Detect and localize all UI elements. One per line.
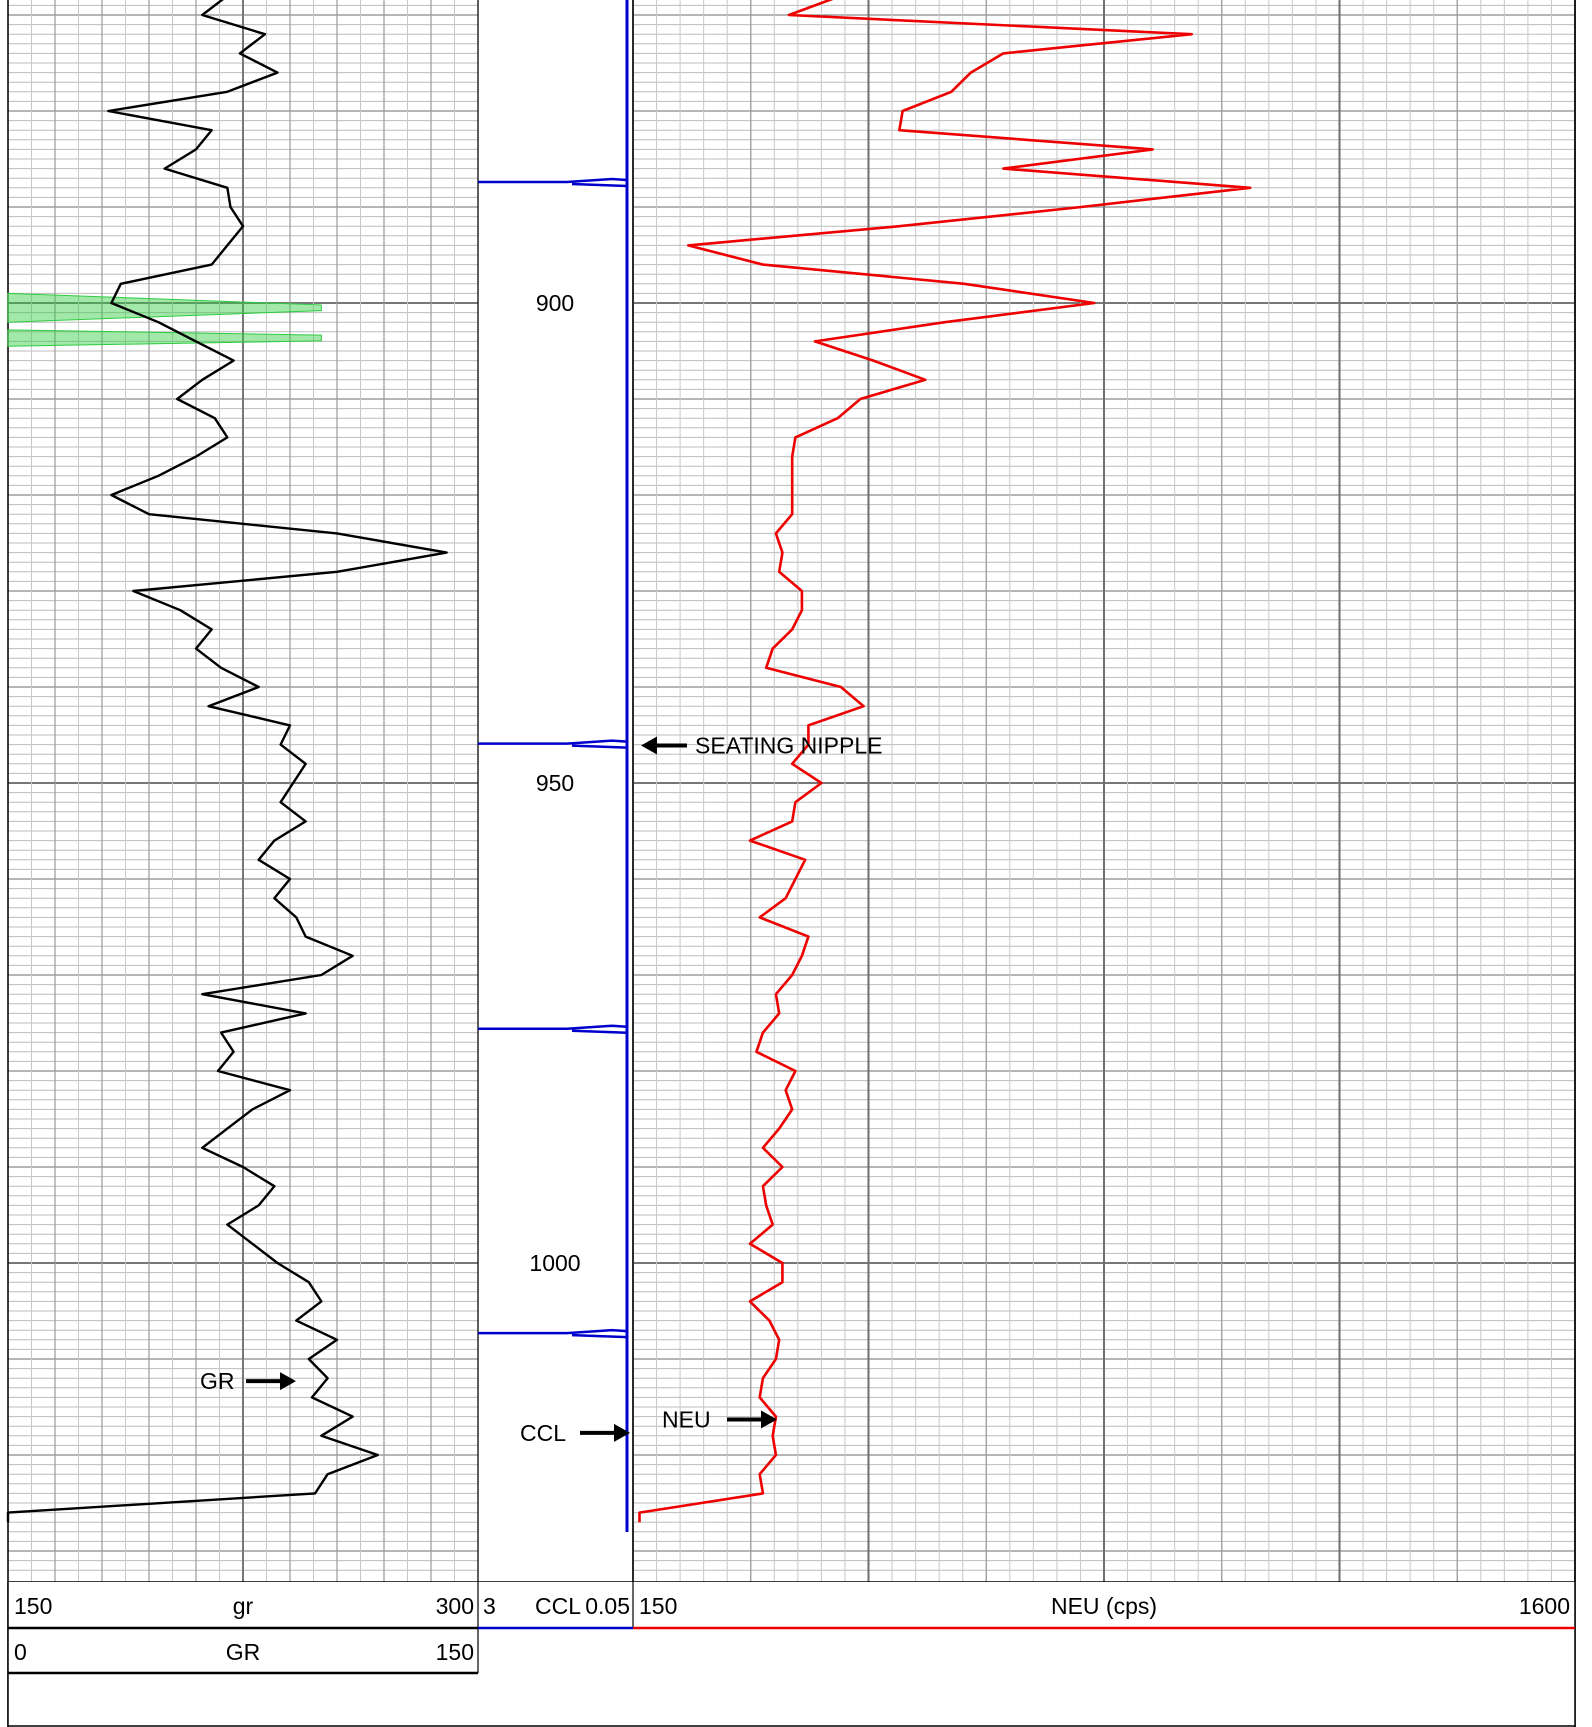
gr-scale-name: gr: [233, 1593, 254, 1619]
ccl-collar-spike: [478, 1328, 628, 1339]
grid-lines: [7, 0, 1576, 1727]
gr-curve: [6, 0, 448, 1523]
depth-tick-label: 1000: [529, 1250, 580, 1276]
header-background: [8, 1582, 1575, 1727]
gr-scale-max: 300: [436, 1593, 474, 1619]
ccl-scale-max: 0.05: [585, 1593, 630, 1619]
ccl-collar-spike: [478, 177, 628, 188]
gr-shaded-interval: [7, 329, 322, 347]
gr-scale-min: 150: [14, 1593, 52, 1619]
ccl-collar-spike: [478, 739, 628, 749]
neu-scale-min: 150: [639, 1593, 677, 1619]
annotation-ccl: CCL: [520, 1420, 566, 1446]
ccl-scale-name: CCL: [535, 1593, 581, 1619]
arrow-head: [641, 736, 657, 755]
annotations: SEATING NIPPLE GR CCL NEU: [200, 733, 882, 1446]
arrow-head: [280, 1372, 296, 1391]
gr-shading: [7, 292, 322, 347]
gr-scale-max: 150: [436, 1639, 474, 1665]
arrow-head: [614, 1423, 630, 1442]
annotation-neu: NEU: [662, 1406, 711, 1432]
arrow-head: [761, 1410, 777, 1429]
ccl-collar-spike: [478, 1024, 628, 1035]
log-curves: [6, 0, 1252, 1523]
depth-tick-label: 950: [536, 770, 574, 796]
neu-scale-max: 1600: [1519, 1593, 1570, 1619]
ccl-scale-min: 3: [483, 1593, 496, 1619]
gr-scale-min: 0: [14, 1639, 27, 1665]
neu-scale-name: NEU (cps): [1051, 1593, 1157, 1619]
scale-header: 150 gr 300 0 GR 150 3 CCL 0.05 150 NEU (cps) 1600: [7, 1582, 1576, 1727]
annotation-gr: GR: [200, 1368, 235, 1394]
neu-curve: [638, 0, 1252, 1523]
ccl-collar-spikes: [478, 0, 629, 1532]
annotation-seating-nipple: SEATING NIPPLE: [695, 733, 882, 759]
gr-shaded-interval: [7, 292, 322, 323]
gr-scale-name: GR: [226, 1639, 261, 1665]
depth-tick-label: 900: [536, 290, 574, 316]
depth-tick-labels: 900 950 1000: [529, 290, 580, 1276]
